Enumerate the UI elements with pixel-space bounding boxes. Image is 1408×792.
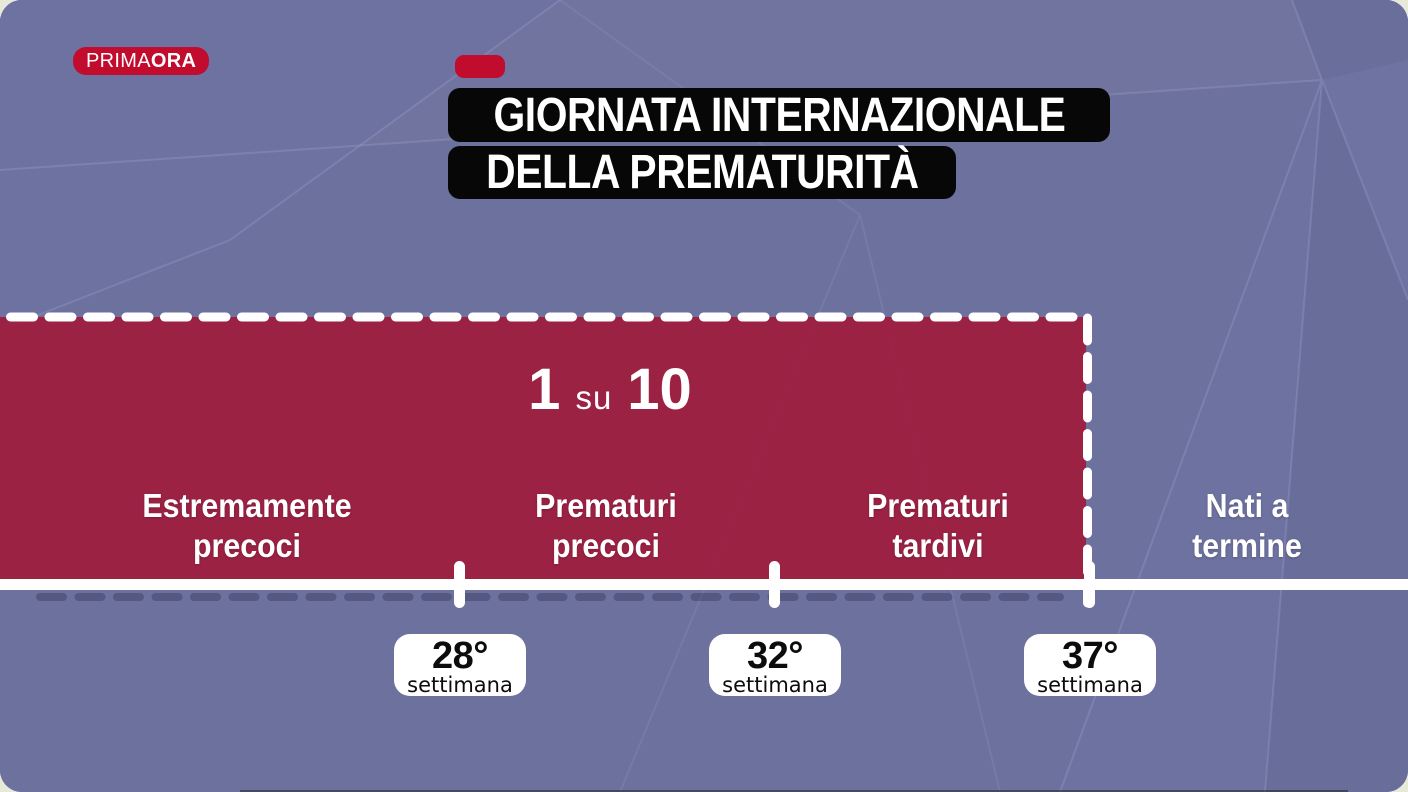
timeline-tick-37 [1084,561,1095,608]
week-unit: settimana [407,673,513,697]
week-number: 32° [747,635,803,677]
week-number: 28° [432,635,488,677]
week-marker-32: 32° settimana [709,634,841,696]
category-label-estremamente-precoci: Estremamente precoci [142,487,352,564]
timeline-tick-32 [769,561,780,608]
category-label-nati-a-termine: Nati a termine [1192,487,1302,564]
channel-logo-suffix: ORA [150,50,197,72]
week-number: 37° [1062,635,1118,677]
bottom-edge-line [240,790,1348,792]
ratio-stat: 1 su 10 [430,356,790,423]
week-unit: settimana [1037,673,1143,697]
headline-line-2: DELLA PREMATURITÀ [448,146,956,199]
category-label-prematuri-precoci: Prematuri precoci [535,487,677,564]
timeline-tick-28 [454,561,465,608]
ratio-separator: su [575,379,613,416]
category-label-prematuri-tardivi: Prematuri tardivi [867,487,1009,564]
channel-logo-prefix: PRIMA [86,50,151,72]
week-marker-37: 37° settimana [1024,634,1156,696]
week-marker-28: 28° settimana [394,634,526,696]
ratio-numerator: 1 [528,357,561,422]
headline-line-2-text: DELLA PREMATURITÀ [485,146,919,199]
headline-kicker-tag [455,55,505,78]
week-unit: settimana [722,673,828,697]
ratio-denominator: 10 [627,357,692,422]
headline-line-1-text: GIORNATA INTERNAZIONALE [493,88,1065,142]
timeline-axis [0,579,1408,590]
headline-line-1: GIORNATA INTERNAZIONALE [448,88,1110,142]
channel-logo: PRIMAORA [73,47,210,75]
